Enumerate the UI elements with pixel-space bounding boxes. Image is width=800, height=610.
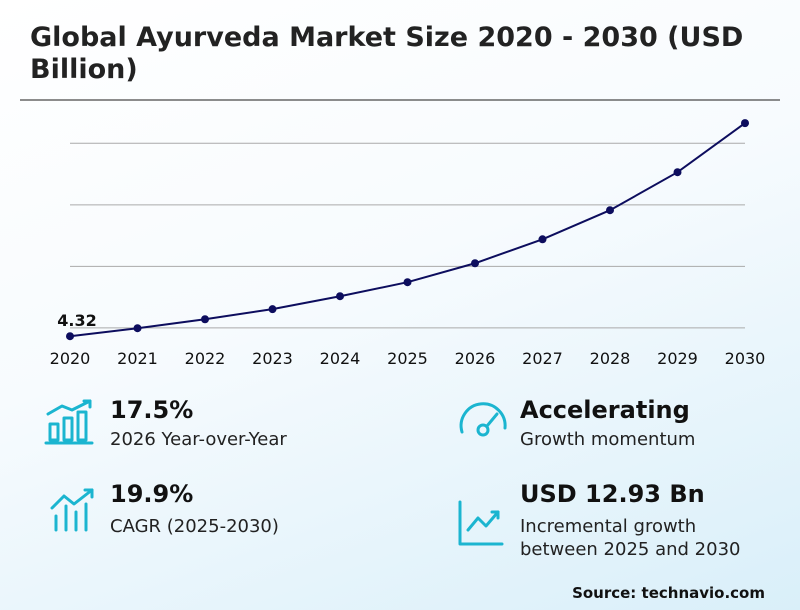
x-tick-label: 2022: [185, 349, 226, 368]
kpi-value: USD 12.93 Bn: [520, 480, 705, 508]
kpi-value: 17.5%: [110, 396, 194, 424]
x-tick-label: 2024: [320, 349, 361, 368]
kpi-label: Incremental growth: [520, 516, 697, 537]
x-tick-label: 2029: [657, 349, 698, 368]
kpi-label: 2026 Year-over-Year: [110, 429, 287, 450]
x-tick-label: 2028: [590, 349, 631, 368]
chart-title: Global Ayurveda Market Size 2020 - 2030 …: [30, 22, 744, 85]
x-tick-label: 2023: [252, 349, 293, 368]
point: [133, 324, 142, 333]
point: [741, 119, 749, 128]
icon-growth: [458, 500, 504, 546]
kpi-label: Growth momentum: [520, 429, 696, 450]
icon-cagr: [50, 488, 94, 532]
point: [471, 259, 479, 268]
x-tick-label: 2020: [50, 349, 91, 368]
point: [606, 206, 614, 215]
kpi-label: CAGR (2025-2030): [110, 516, 279, 537]
point: [538, 235, 547, 244]
icon-bars: [44, 399, 94, 445]
x-tick-label: 2030: [725, 349, 766, 368]
point: [201, 315, 209, 324]
icons: [44, 399, 507, 546]
point: [66, 332, 74, 341]
point: [336, 292, 344, 301]
kpi-value: 19.9%: [110, 480, 194, 508]
line: [69, 122, 746, 338]
kpi-label: between 2025 and 2030: [520, 539, 741, 560]
x-tick-label: 2027: [522, 349, 563, 368]
point: [403, 278, 412, 287]
x-tick-label: 2026: [455, 349, 496, 368]
kpi-value: Accelerating: [520, 396, 690, 424]
source: Source: technavio.com: [572, 584, 765, 602]
icon-gauge: [459, 402, 507, 437]
x-tick-label: 2025: [387, 349, 428, 368]
x-tick-label: 2021: [117, 349, 158, 368]
data-label: 4.32: [57, 311, 96, 330]
point: [673, 168, 682, 177]
point: [268, 305, 277, 314]
